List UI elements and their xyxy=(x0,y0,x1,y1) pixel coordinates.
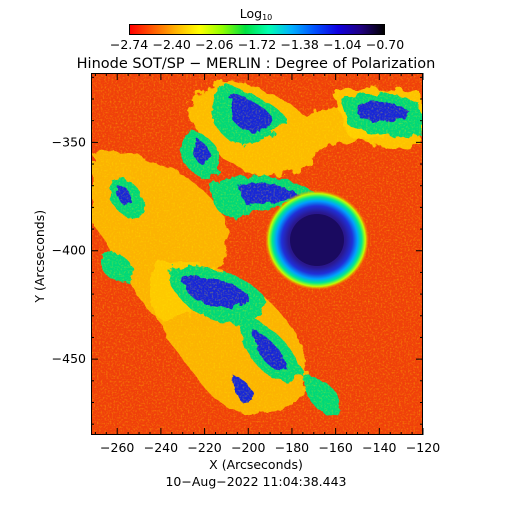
x-tick-label: −240 xyxy=(144,440,178,455)
colorbar-tick-label: −2.40 xyxy=(153,38,191,52)
y-tick-label: −350 xyxy=(52,134,86,149)
plot-title: Hinode SOT/SP − MERLIN : Degree of Polar… xyxy=(76,56,436,72)
sunspot xyxy=(265,190,369,290)
colorbar-tick-label: −2.06 xyxy=(195,38,233,52)
colorbar-tick-label: −1.38 xyxy=(281,38,319,52)
polarization-map-image xyxy=(92,74,422,434)
x-tick-label: −260 xyxy=(100,440,134,455)
y-axis-label: Y (Arcseconds) xyxy=(31,209,47,303)
x-tick-label: −200 xyxy=(231,440,265,455)
colorbar-tick-label: −1.72 xyxy=(238,38,276,52)
x-tick-label: −220 xyxy=(187,440,221,455)
colorbar-tick-label: −1.04 xyxy=(323,38,361,52)
colorbar-title: Log10 xyxy=(239,6,273,22)
colorbar xyxy=(129,24,385,35)
colorbar-tick-label: −2.74 xyxy=(110,38,148,52)
x-tick-label: −160 xyxy=(318,440,352,455)
x-tick-label: −140 xyxy=(362,440,396,455)
speckle-texture xyxy=(92,74,422,434)
x-axis-label: X (Arcseconds) xyxy=(209,457,303,472)
timestamp: 10−Aug−2022 11:04:38.443 xyxy=(165,474,347,489)
y-tick-label: −400 xyxy=(52,243,86,258)
x-tick-label: −180 xyxy=(275,440,309,455)
y-tick-label: −450 xyxy=(52,351,86,366)
colorbar-tick-label: −0.70 xyxy=(366,38,404,52)
x-tick-label: −120 xyxy=(406,440,440,455)
colorbar-tick-labels: −2.74 −2.40 −2.06 −1.72 −1.38 −1.04 −0.70 xyxy=(110,38,404,52)
